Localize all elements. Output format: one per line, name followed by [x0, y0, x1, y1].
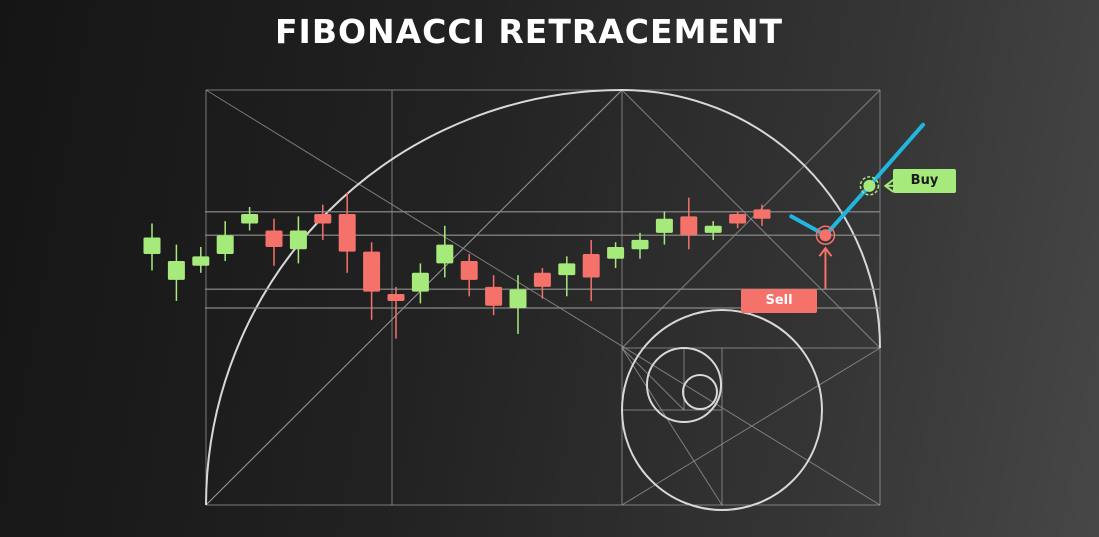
golden-spiral-arc — [205, 88, 881, 506]
candle-body — [289, 230, 307, 250]
candle-body — [436, 244, 454, 264]
candle — [387, 286, 405, 339]
buy-marker-ring — [859, 176, 880, 196]
candle-body — [509, 289, 527, 309]
guide-line — [621, 347, 881, 506]
candle-body — [338, 214, 356, 252]
candle-body — [363, 251, 381, 292]
candle — [265, 218, 283, 266]
candle — [631, 232, 649, 259]
candle-body — [460, 261, 478, 280]
guide-line — [621, 89, 881, 349]
candlesticks — [143, 192, 771, 339]
candle-body — [558, 263, 576, 276]
candle-body — [411, 272, 429, 292]
candle — [729, 211, 747, 229]
candle-body — [607, 246, 625, 259]
candle — [558, 256, 576, 297]
candle-body — [167, 261, 185, 280]
candle — [411, 263, 429, 304]
candle-body — [485, 286, 503, 306]
candle-body — [143, 237, 161, 254]
candle — [704, 221, 722, 240]
candle-body — [753, 209, 771, 219]
candle-body — [192, 256, 210, 266]
candle — [680, 197, 698, 250]
trend-line — [789, 122, 926, 238]
candle-body — [241, 214, 259, 224]
sell-marker — [819, 229, 832, 242]
golden-circle-large — [621, 309, 823, 511]
chart-title: FIBONACCI RETRACEMENT — [275, 12, 784, 51]
candle — [241, 207, 259, 231]
candle — [436, 225, 454, 278]
candle — [509, 275, 527, 334]
fibonacci-guides — [205, 88, 881, 511]
buy-pointer-arrowhead — [883, 179, 894, 193]
candle — [485, 275, 503, 316]
candle-body — [680, 216, 698, 236]
candle-body — [582, 254, 600, 278]
candle-body — [265, 230, 283, 247]
sell-pointer-arrowhead — [818, 246, 833, 257]
golden-circle-medium — [646, 347, 722, 423]
buy-label: Buy — [893, 169, 956, 193]
sell-marker-ring — [815, 225, 836, 245]
signal-markers — [815, 176, 894, 289]
candle — [192, 246, 210, 273]
candle — [582, 239, 600, 301]
guide-line — [205, 89, 623, 506]
candle — [289, 216, 307, 264]
guide-line — [621, 347, 723, 506]
trend-path — [789, 122, 926, 238]
candle — [607, 242, 625, 269]
candle-body — [655, 218, 673, 233]
golden-circle-small — [682, 374, 718, 410]
candle — [655, 211, 673, 245]
candle-body — [216, 235, 234, 254]
candle — [533, 268, 551, 299]
guide-line — [621, 347, 685, 411]
candle — [338, 192, 356, 273]
candle — [460, 254, 478, 297]
candle-body — [387, 293, 405, 301]
buy-marker — [863, 179, 876, 192]
candle-body — [314, 214, 332, 224]
candle — [143, 223, 161, 271]
sell-label: Sell — [741, 289, 817, 313]
candle-body — [631, 239, 649, 250]
candle-body — [533, 272, 551, 287]
candle — [314, 204, 332, 240]
candle-body — [704, 225, 722, 233]
candle — [363, 242, 381, 320]
candle — [216, 221, 234, 262]
candle-body — [729, 214, 747, 224]
candle — [167, 244, 185, 301]
candle — [753, 204, 771, 226]
